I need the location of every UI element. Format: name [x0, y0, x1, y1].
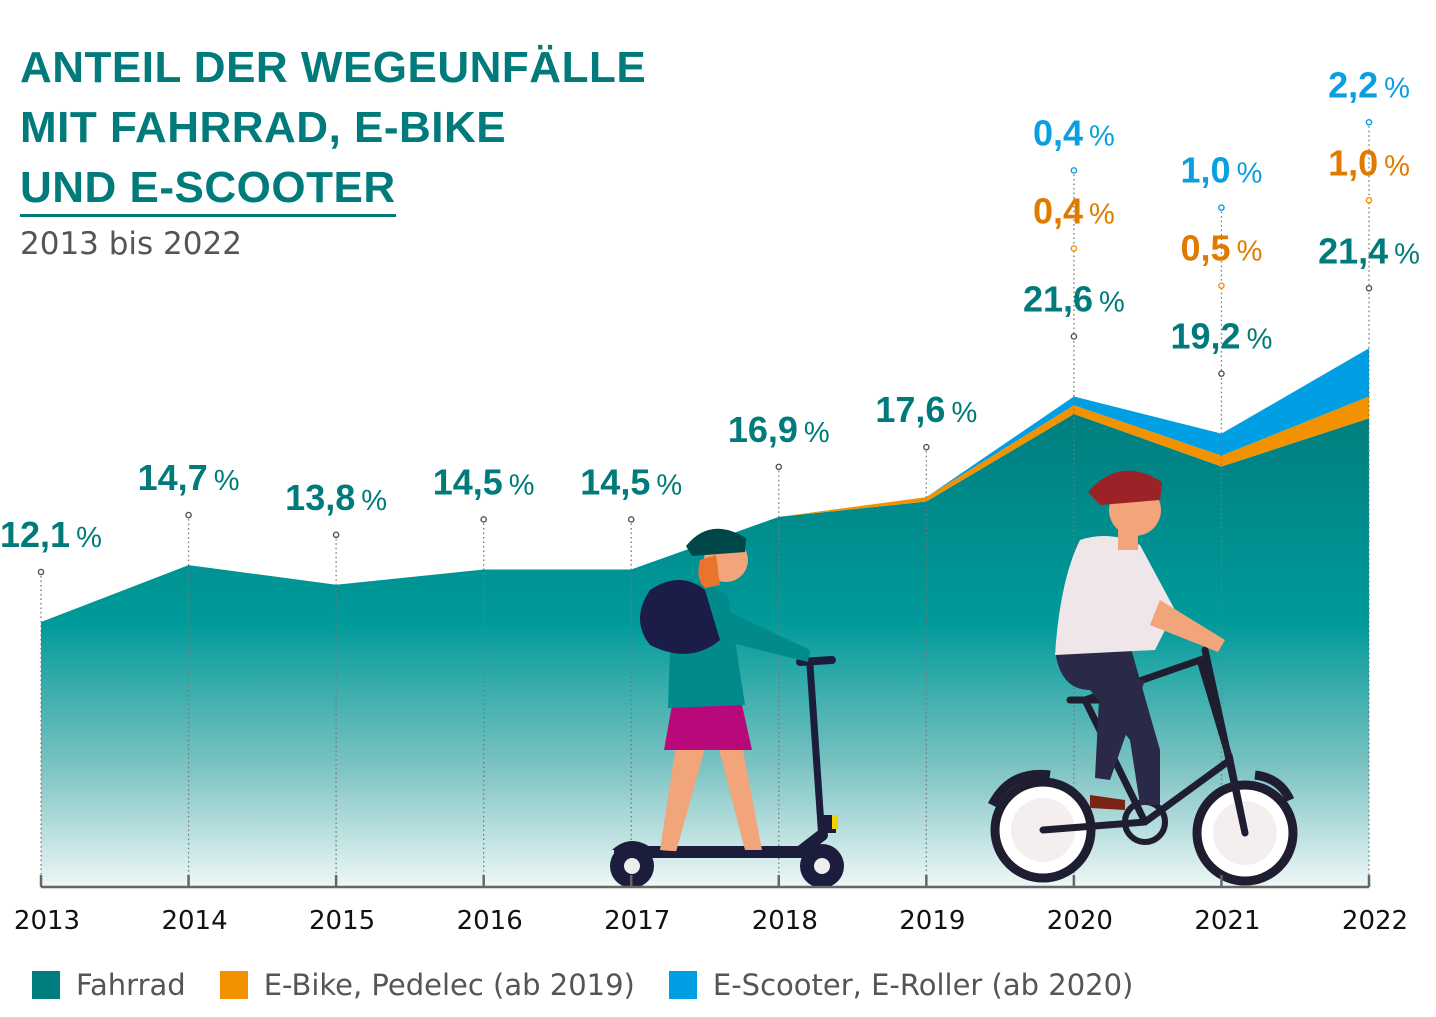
data-label-unit: % [1099, 286, 1125, 318]
x-tick-label: 2014 [161, 906, 227, 936]
data-label-unit: % [1089, 120, 1115, 152]
data-label: 21,4% [1318, 230, 1420, 271]
label-dot [1070, 167, 1078, 174]
data-label-unit: % [951, 397, 977, 429]
data-label-unit: % [361, 485, 387, 517]
label-dot [1070, 333, 1078, 340]
data-label-unit: % [1237, 236, 1263, 268]
label-dot [1070, 245, 1078, 252]
cyclist-illustration [987, 470, 1298, 886]
data-label-value: 16,9 [728, 409, 798, 450]
legend-swatch [219, 971, 248, 999]
label-dot [923, 443, 930, 451]
illustrations [610, 470, 1298, 888]
data-label-value: 17,6 [875, 389, 945, 430]
label-dot [1365, 118, 1373, 126]
label-dot [1365, 284, 1373, 292]
data-label: 2,2% [1328, 64, 1410, 105]
label-dot [1365, 196, 1373, 204]
data-label: 14,5% [433, 461, 535, 502]
label-dot [332, 531, 340, 539]
title-line-2: MIT FAHRRAD, E-BIKE [20, 103, 507, 152]
data-label-value: 1,0 [1181, 150, 1231, 191]
data-label: 19,2% [1171, 316, 1273, 357]
data-label-value: 2,2 [1328, 64, 1378, 105]
data-label: 0,5% [1181, 228, 1263, 269]
data-label-value: 14,7 [138, 457, 208, 498]
data-label-value: 0,5 [1181, 228, 1231, 269]
chart-title: ANTEIL DER WEGEUNFÄLLE MIT FAHRRAD, E-BI… [20, 38, 646, 218]
data-label-unit: % [1237, 158, 1263, 190]
data-label-unit: % [1384, 150, 1410, 182]
data-label-value: 13,8 [285, 477, 355, 518]
legend-item-ebike: E-Bike, Pedelec (ab 2019) [219, 968, 635, 1002]
x-tick-label: 2019 [899, 906, 965, 936]
data-label-unit: % [1384, 72, 1410, 104]
data-label: 17,6% [875, 389, 977, 430]
scooter-rider-illustration [610, 528, 844, 888]
data-label-value: 14,5 [433, 461, 503, 502]
data-label: 14,5% [580, 461, 682, 502]
data-label-value: 12,1 [0, 514, 70, 555]
data-label: 14,7% [138, 457, 240, 498]
area-e-bike [778, 396, 1369, 517]
label-dot [37, 568, 45, 576]
data-label-value: 0,4 [1033, 190, 1083, 231]
data-label-value: 21,4 [1318, 230, 1388, 271]
x-tick-label: 2022 [1342, 906, 1408, 936]
legend-label: E-Scooter, E-Roller (ab 2020) [712, 968, 1134, 1002]
legend-item-fahrrad: Fahrrad [32, 968, 186, 1002]
legend-label: E-Bike, Pedelec (ab 2019) [263, 968, 635, 1002]
data-label: 0,4% [1033, 190, 1115, 231]
data-label-value: 14,5 [580, 461, 650, 502]
data-label: 13,8% [285, 477, 387, 518]
data-label-value: 0,4 [1033, 112, 1083, 153]
legend-label: Fahrrad [76, 968, 186, 1002]
data-label-unit: % [804, 417, 830, 449]
title-line-3: UND E-SCOOTER [20, 162, 396, 217]
title-line-1: ANTEIL DER WEGEUNFÄLLE [20, 43, 647, 92]
label-dot [1218, 282, 1225, 289]
area-e-scooter [926, 348, 1369, 498]
data-label-unit: % [656, 469, 682, 501]
x-tick-label: 2020 [1047, 906, 1113, 936]
label-dot [1218, 370, 1225, 377]
label-dot [480, 516, 487, 523]
data-label: 0,4% [1033, 112, 1115, 153]
x-tick-label: 2015 [309, 906, 375, 936]
legend-swatch [32, 971, 60, 999]
x-tick-label: 2013 [14, 906, 80, 936]
data-label: 1,0% [1328, 142, 1410, 183]
data-label: 21,6% [1023, 278, 1125, 319]
data-label-unit: % [1247, 324, 1273, 356]
x-tick-label: 2018 [752, 906, 818, 936]
x-tick-label: 2016 [457, 906, 523, 936]
data-label-unit: % [1089, 198, 1115, 230]
data-label-value: 21,6 [1023, 278, 1093, 319]
label-dot [1218, 204, 1225, 211]
legend-item-escooter: E-Scooter, E-Roller (ab 2020) [668, 968, 1134, 1002]
data-label-unit: % [214, 465, 240, 497]
data-label: 1,0% [1181, 150, 1263, 191]
data-label: 12,1% [0, 514, 102, 555]
data-label: 16,9% [728, 409, 830, 450]
chart-subtitle: 2013 bis 2022 [20, 226, 242, 262]
x-tick-label: 2021 [1194, 906, 1260, 936]
label-dot [627, 516, 635, 523]
label-dot [185, 511, 192, 519]
data-label-unit: % [509, 469, 535, 501]
data-label-value: 19,2 [1171, 316, 1241, 357]
legend-swatch [668, 971, 697, 999]
chart-legend: Fahrrad E-Bike, Pedelec (ab 2019) E-Scoo… [32, 968, 1133, 1002]
data-label-value: 1,0 [1328, 142, 1378, 183]
label-dot [775, 463, 783, 471]
data-label-unit: % [1394, 238, 1420, 270]
data-label-unit: % [76, 522, 102, 554]
x-tick-label: 2017 [604, 906, 670, 936]
